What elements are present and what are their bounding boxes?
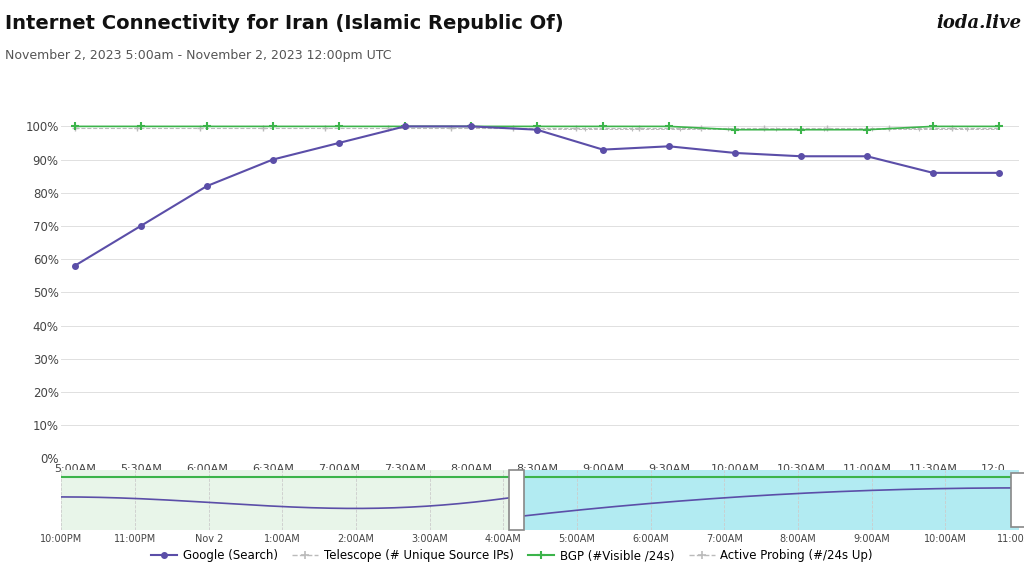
Legend: Google (Search), Telescope (# Unique Source IPs), BGP (#Visible /24s), Active Pr: Google (Search), Telescope (# Unique Sou…: [146, 545, 878, 567]
Text: ioda.live: ioda.live: [937, 14, 1022, 32]
X-axis label: Time (UTC): Time (UTC): [506, 482, 574, 495]
Text: Internet Connectivity for Iran (Islamic Republic Of): Internet Connectivity for Iran (Islamic …: [5, 14, 564, 33]
Bar: [509, 470, 524, 530]
Text: November 2, 2023 5:00am - November 2, 2023 12:00pm UTC: November 2, 2023 5:00am - November 2, 20…: [5, 49, 391, 62]
Bar: [516, 470, 1019, 530]
Bar: [1012, 473, 1024, 527]
